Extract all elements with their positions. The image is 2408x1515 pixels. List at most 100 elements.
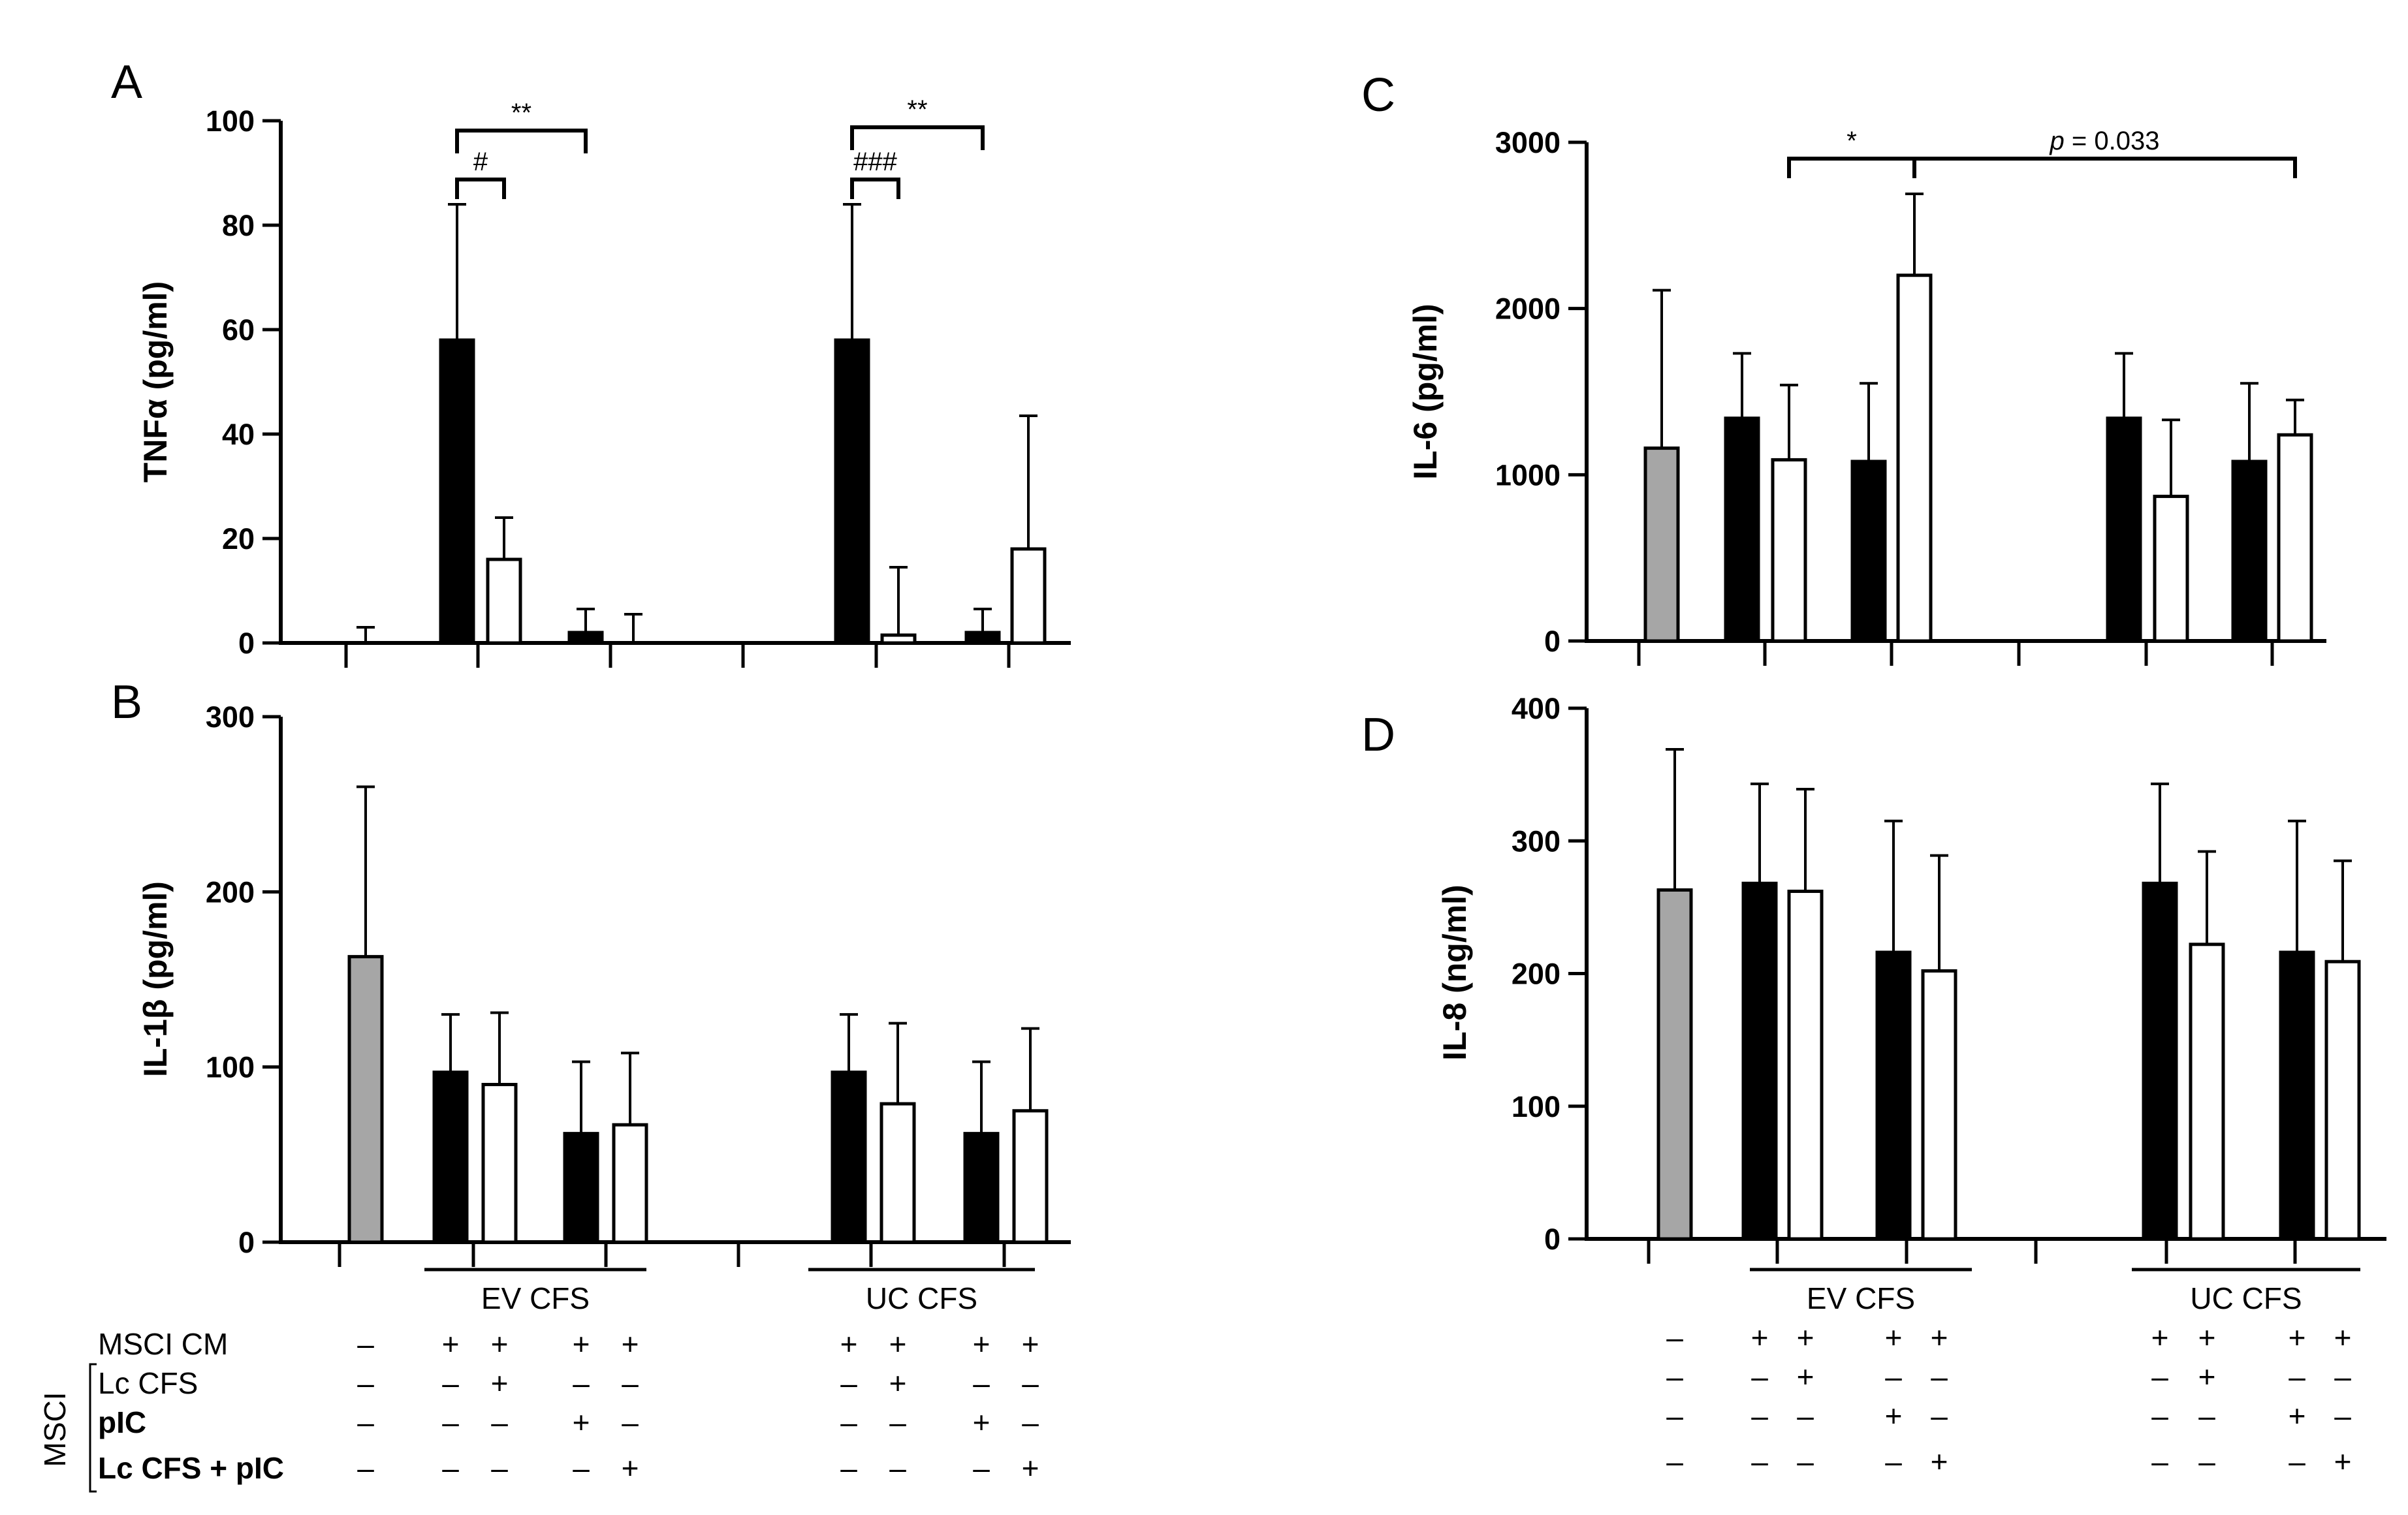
bar — [612, 1123, 648, 1244]
row-msci-cm-label: MSCI CM — [98, 1327, 228, 1361]
y-tick-label: 300 — [206, 700, 255, 734]
condition-sign: – — [442, 1451, 459, 1485]
condition-sign: + — [840, 1327, 858, 1361]
y-tick-label: 40 — [222, 418, 255, 451]
bar — [2324, 960, 2361, 1241]
condition-sign: + — [442, 1327, 460, 1361]
condition-sign: – — [2151, 1399, 2168, 1433]
group-uc-right-label: UC CFS — [2190, 1281, 2302, 1315]
y-tick-label: 200 — [206, 875, 255, 909]
condition-sign: – — [491, 1451, 508, 1485]
bar — [963, 1132, 1000, 1244]
panel-a: A TNFα (pg/ml) 0 20 40 60 80 100 # ** ### ** — [111, 56, 1071, 668]
panel-d: D IL-8 (ng/ml) 0 100 200 300 400 — [1361, 692, 2386, 1264]
bar — [486, 557, 522, 645]
panel-c: C IL-6 (pg/ml) 0 1000 2000 3000 * p = 0.033 — [1361, 69, 2326, 666]
y-tick-label: 0 — [238, 1226, 255, 1259]
condition-sign: + — [1931, 1445, 1948, 1478]
condition-sign: – — [2289, 1445, 2305, 1478]
bar — [964, 631, 1001, 645]
bar — [1921, 969, 1957, 1241]
condition-sign: – — [1797, 1399, 1814, 1433]
condition-sign: – — [2198, 1399, 2215, 1433]
condition-sign: – — [622, 1366, 639, 1400]
condition-sign: + — [2198, 1320, 2216, 1354]
significance-label: p = 0.033 — [2050, 127, 2160, 155]
condition-sign: – — [1931, 1360, 1948, 1394]
condition-sign: – — [1666, 1320, 1683, 1354]
significance-bracket — [850, 125, 985, 150]
condition-sign: – — [2289, 1360, 2305, 1394]
panels: A TNFα (pg/ml) 0 20 40 60 80 100 # ** ### ** B IL-1β … — [111, 56, 2386, 1315]
condition-sign: – — [1931, 1399, 1948, 1433]
bar — [880, 633, 917, 645]
condition-sign: – — [889, 1405, 906, 1439]
condition-sign: + — [1797, 1320, 1814, 1354]
bar — [1724, 416, 1760, 643]
panel-letter: C — [1361, 69, 1395, 121]
bar — [2189, 943, 2225, 1241]
condition-sign: – — [1022, 1405, 1039, 1439]
condition-sign: – — [1022, 1366, 1039, 1400]
condition-sign: + — [1022, 1327, 1039, 1361]
bar — [2277, 433, 2313, 643]
bar — [834, 338, 870, 645]
condition-sign: + — [889, 1366, 907, 1400]
y-tick-label: 80 — [222, 209, 255, 242]
condition-sign: + — [1885, 1399, 1903, 1433]
significance-bracket — [1912, 157, 2297, 178]
bar — [481, 1083, 518, 1244]
condition-sign: + — [1751, 1320, 1769, 1354]
condition-sign: + — [2289, 1399, 2306, 1433]
significance-bracket — [850, 178, 900, 199]
group-uc-left-label: UC CFS — [866, 1281, 977, 1315]
bar — [439, 338, 475, 645]
significance-bracket — [455, 178, 506, 199]
condition-sign: + — [622, 1451, 639, 1485]
bar — [2279, 950, 2315, 1241]
condition-sign: – — [491, 1405, 508, 1439]
significance-bracket — [455, 129, 588, 153]
condition-sign: – — [1751, 1360, 1768, 1394]
condition-sign: + — [1885, 1320, 1903, 1354]
bar — [2153, 494, 2189, 643]
bar — [2142, 881, 2178, 1241]
significance-bracket — [1787, 157, 1916, 178]
significance-label: ### — [853, 148, 897, 176]
condition-sign: – — [2334, 1360, 2351, 1394]
bar — [879, 1102, 916, 1244]
condition-sign: – — [1885, 1360, 1902, 1394]
y-tick-label: 0 — [1544, 625, 1560, 658]
condition-sign: – — [357, 1366, 374, 1400]
condition-sign: – — [889, 1451, 906, 1485]
significance-label: * — [1846, 127, 1857, 155]
condition-sign: – — [357, 1451, 374, 1485]
condition-sign: + — [973, 1405, 990, 1439]
significance-label: ** — [907, 95, 927, 124]
condition-sign: + — [2334, 1445, 2352, 1478]
y-tick-label: 1000 — [1495, 458, 1560, 492]
condition-sign: – — [442, 1405, 459, 1439]
y-tick-label: 200 — [1512, 958, 1560, 991]
panel-letter: B — [111, 676, 142, 728]
condition-sign: + — [889, 1327, 907, 1361]
condition-sign: – — [973, 1366, 990, 1400]
bar — [1012, 1109, 1049, 1244]
condition-sign: – — [573, 1366, 590, 1400]
condition-sign: – — [1885, 1445, 1902, 1478]
group-ev-right-label: EV CFS — [1807, 1281, 1915, 1315]
bar — [2106, 416, 2142, 643]
bar — [1656, 888, 1693, 1241]
bar — [1875, 950, 1912, 1241]
condition-sign: – — [357, 1405, 374, 1439]
condition-sign: – — [2334, 1399, 2351, 1433]
condition-sign: – — [1797, 1445, 1814, 1478]
condition-sign: – — [1666, 1445, 1683, 1478]
panel-letter: D — [1361, 709, 1395, 761]
condition-sign: – — [442, 1366, 459, 1400]
significance-label: # — [473, 148, 488, 176]
bar — [347, 955, 384, 1244]
bar — [1787, 889, 1824, 1241]
y-tick-label: 20 — [222, 522, 255, 555]
